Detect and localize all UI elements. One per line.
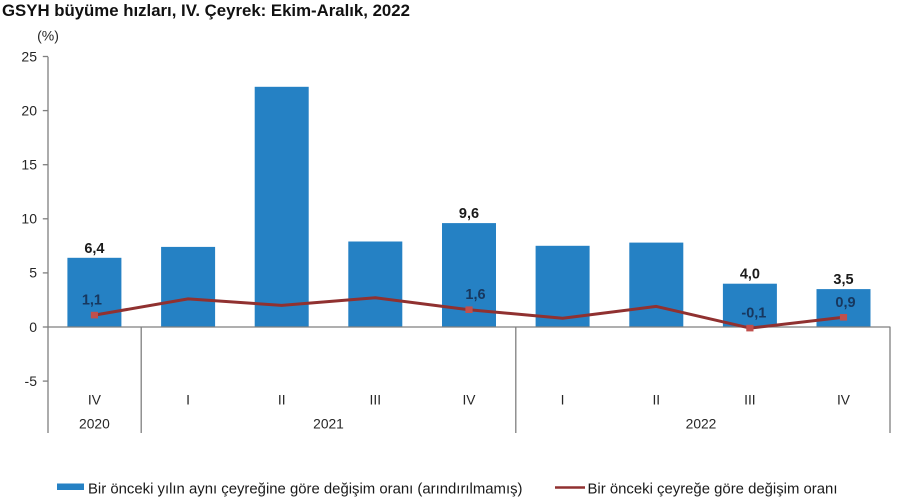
svg-text:9,6: 9,6: [459, 206, 479, 222]
svg-text:4,0: 4,0: [740, 267, 760, 283]
svg-text:I: I: [561, 393, 565, 408]
svg-text:2020: 2020: [79, 417, 110, 432]
svg-text:20: 20: [21, 102, 37, 118]
svg-text:II: II: [278, 393, 286, 408]
svg-text:III: III: [744, 393, 756, 408]
svg-text:IV: IV: [88, 393, 102, 408]
svg-text:1,6: 1,6: [465, 287, 485, 303]
svg-text:3,5: 3,5: [833, 272, 853, 288]
svg-text:2022: 2022: [686, 417, 717, 432]
svg-text:(%): (%): [37, 28, 59, 44]
svg-text:6,4: 6,4: [84, 241, 104, 257]
svg-text:II: II: [652, 393, 660, 408]
svg-text:0: 0: [29, 319, 37, 335]
svg-text:I: I: [186, 393, 190, 408]
svg-text:1,1: 1,1: [82, 293, 102, 309]
svg-text:5: 5: [29, 265, 37, 281]
svg-text:Bir önceki çeyreğe göre değişi: Bir önceki çeyreğe göre değişim oranı: [588, 482, 838, 498]
svg-text:GSYH büyüme hızları, IV. Çeyre: GSYH büyüme hızları, IV. Çeyrek: Ekim-Ar…: [2, 1, 410, 20]
svg-text:Bir önceki yılın aynı çeyreğin: Bir önceki yılın aynı çeyreğine göre değ…: [88, 482, 523, 498]
svg-text:15: 15: [21, 157, 37, 173]
svg-text:25: 25: [21, 48, 37, 64]
svg-text:-5: -5: [25, 373, 38, 389]
svg-text:0,9: 0,9: [835, 295, 855, 311]
svg-text:10: 10: [21, 211, 37, 227]
svg-text:III: III: [370, 393, 382, 408]
svg-text:2021: 2021: [313, 417, 344, 432]
svg-text:IV: IV: [462, 393, 476, 408]
svg-text:IV: IV: [837, 393, 851, 408]
svg-text:-0,1: -0,1: [741, 306, 766, 322]
